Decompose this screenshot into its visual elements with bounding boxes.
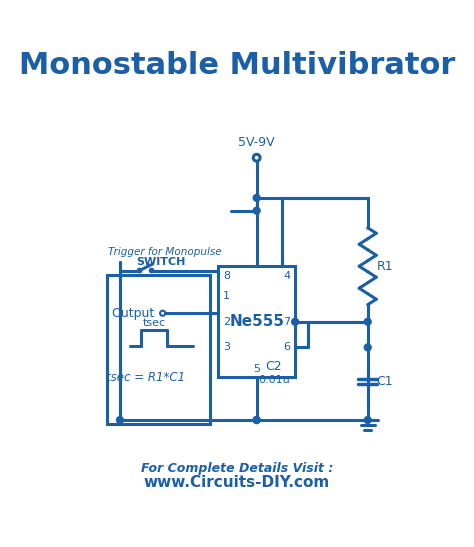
Text: Monostable Multivibrator: Monostable Multivibrator <box>19 51 455 80</box>
Text: 6: 6 <box>283 342 290 352</box>
Circle shape <box>137 269 142 272</box>
Text: R1: R1 <box>376 260 393 273</box>
Bar <box>218 266 295 377</box>
Text: 3: 3 <box>223 342 230 352</box>
Text: SWITCH: SWITCH <box>136 257 186 267</box>
Text: tsec = R1*C1: tsec = R1*C1 <box>106 371 185 384</box>
Circle shape <box>253 417 260 423</box>
Text: tsec: tsec <box>143 318 166 329</box>
Text: Trigger for Monopulse: Trigger for Monopulse <box>108 247 221 257</box>
Text: 5V-9V: 5V-9V <box>238 136 275 149</box>
Text: 7: 7 <box>283 317 290 327</box>
Text: For Complete Details Visit :: For Complete Details Visit : <box>141 462 333 475</box>
Circle shape <box>253 417 260 423</box>
Text: 8: 8 <box>223 271 230 282</box>
Text: 0.01u: 0.01u <box>258 375 290 385</box>
Text: Ne555: Ne555 <box>229 315 284 329</box>
Circle shape <box>365 344 371 351</box>
Circle shape <box>253 207 260 214</box>
Text: Output: Output <box>111 307 154 320</box>
Text: C2: C2 <box>265 360 282 373</box>
Text: www.Circuits-DIY.com: www.Circuits-DIY.com <box>144 475 330 490</box>
Text: 1: 1 <box>223 291 230 301</box>
Circle shape <box>365 417 371 423</box>
Text: C1: C1 <box>376 375 393 388</box>
Circle shape <box>149 269 154 272</box>
Circle shape <box>292 318 299 325</box>
Circle shape <box>253 195 260 201</box>
Circle shape <box>117 417 123 423</box>
Text: 5: 5 <box>253 364 260 374</box>
Text: 4: 4 <box>283 271 290 282</box>
Bar <box>107 275 210 424</box>
Text: 2: 2 <box>223 317 230 327</box>
Circle shape <box>365 318 371 325</box>
